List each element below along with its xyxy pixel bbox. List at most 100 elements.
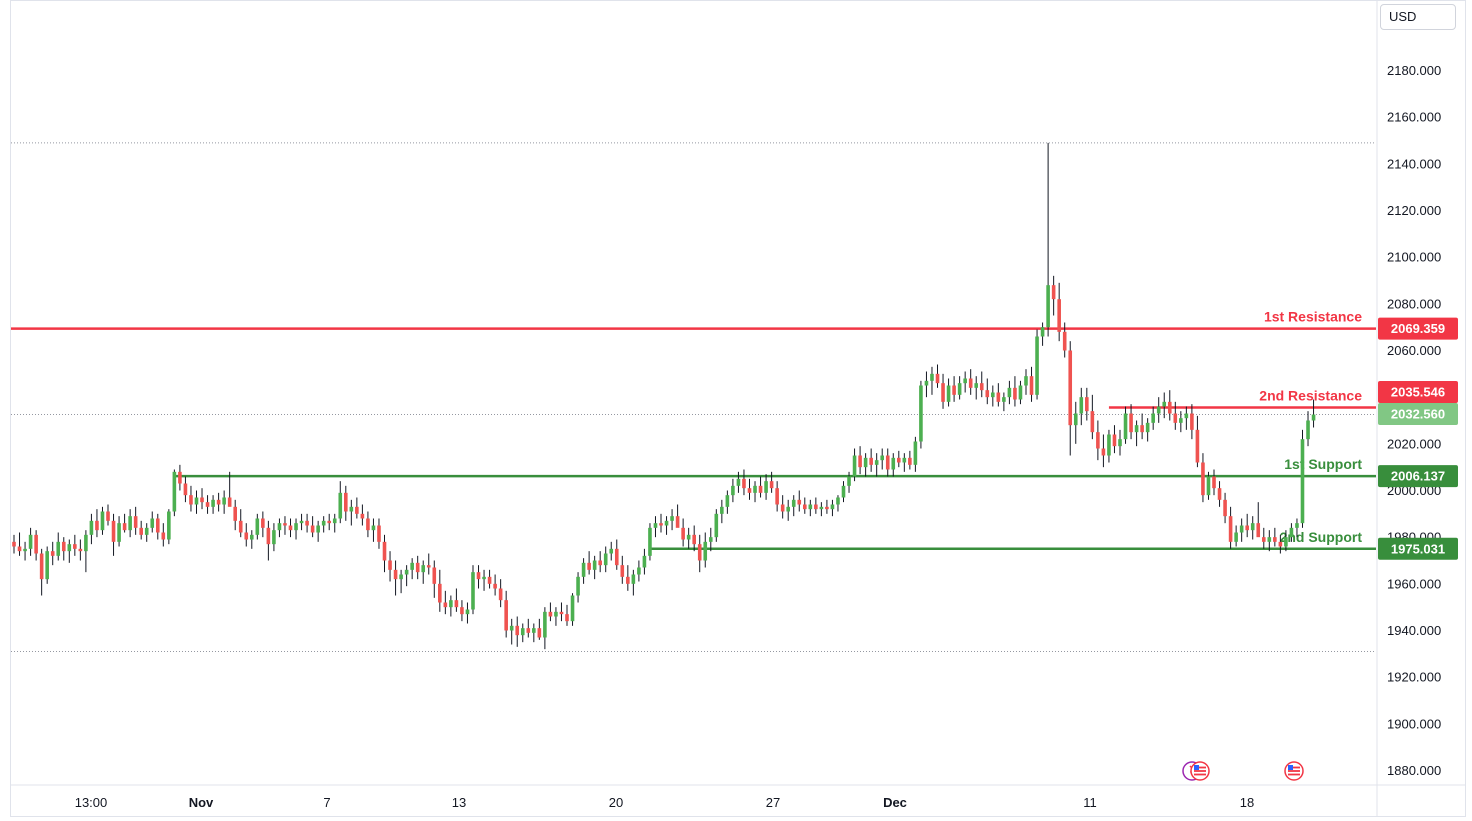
- candle[interactable]: [935, 364, 940, 388]
- candle[interactable]: [1013, 376, 1017, 407]
- candle[interactable]: [421, 560, 426, 584]
- candle[interactable]: [200, 488, 204, 510]
- candle[interactable]: [509, 618, 514, 645]
- candle[interactable]: [471, 565, 475, 615]
- candle[interactable]: [50, 541, 55, 566]
- candle[interactable]: [17, 532, 22, 556]
- candle[interactable]: [78, 539, 83, 561]
- candle[interactable]: [415, 555, 420, 580]
- candle[interactable]: [598, 551, 602, 573]
- candle[interactable]: [460, 600, 464, 622]
- candle[interactable]: [725, 490, 730, 514]
- candle[interactable]: [1162, 392, 1167, 419]
- candle[interactable]: [609, 541, 614, 561]
- candle[interactable]: [12, 534, 16, 554]
- candle[interactable]: [266, 520, 271, 561]
- candle[interactable]: [764, 474, 768, 500]
- candle[interactable]: [979, 371, 984, 398]
- candle[interactable]: [167, 509, 171, 545]
- candle[interactable]: [952, 376, 956, 402]
- candle[interactable]: [504, 590, 508, 638]
- candle[interactable]: [1173, 401, 1178, 430]
- candle[interactable]: [211, 495, 215, 514]
- candle[interactable]: [802, 497, 807, 514]
- candle[interactable]: [73, 534, 77, 556]
- candle[interactable]: [106, 504, 110, 526]
- candle[interactable]: [261, 511, 265, 538]
- candle[interactable]: [1079, 387, 1084, 426]
- us-flag-event-icon[interactable]: [1284, 761, 1304, 781]
- candle[interactable]: [338, 481, 343, 524]
- candle[interactable]: [1234, 525, 1238, 547]
- candle[interactable]: [122, 513, 127, 533]
- candle[interactable]: [189, 485, 193, 512]
- candle[interactable]: [1223, 492, 1227, 524]
- candle[interactable]: [1195, 415, 1200, 468]
- candle[interactable]: [371, 518, 376, 542]
- candle[interactable]: [543, 607, 547, 650]
- candle[interactable]: [1273, 527, 1277, 547]
- candle[interactable]: [34, 530, 38, 561]
- candle[interactable]: [67, 539, 72, 563]
- candle[interactable]: [399, 569, 403, 594]
- candle[interactable]: [897, 450, 901, 468]
- candle[interactable]: [1134, 420, 1139, 447]
- candle[interactable]: [194, 490, 199, 514]
- candle[interactable]: [565, 604, 569, 626]
- candle[interactable]: [520, 623, 525, 643]
- candle[interactable]: [891, 453, 896, 477]
- candle[interactable]: [731, 478, 735, 503]
- candle[interactable]: [963, 371, 967, 393]
- candle[interactable]: [559, 602, 564, 622]
- candle[interactable]: [465, 602, 470, 624]
- candle[interactable]: [288, 518, 293, 538]
- candle[interactable]: [227, 471, 232, 507]
- candle[interactable]: [39, 548, 44, 596]
- candle[interactable]: [991, 385, 995, 407]
- candle[interactable]: [1107, 429, 1111, 463]
- candle[interactable]: [117, 516, 121, 547]
- candle[interactable]: [128, 509, 132, 538]
- candle[interactable]: [299, 513, 304, 531]
- candle[interactable]: [692, 525, 696, 552]
- candle[interactable]: [1239, 518, 1244, 542]
- candle[interactable]: [183, 476, 188, 503]
- candle[interactable]: [1156, 397, 1161, 423]
- candle[interactable]: [443, 590, 448, 615]
- candle[interactable]: [410, 558, 414, 580]
- candle[interactable]: [1118, 429, 1122, 456]
- candle[interactable]: [1206, 471, 1211, 500]
- candle[interactable]: [1090, 394, 1095, 440]
- candle[interactable]: [360, 504, 365, 526]
- candle[interactable]: [1007, 380, 1012, 405]
- candle[interactable]: [144, 523, 149, 542]
- candle[interactable]: [863, 453, 868, 477]
- candle[interactable]: [1085, 387, 1089, 421]
- candle[interactable]: [648, 523, 652, 561]
- candle[interactable]: [1217, 481, 1222, 507]
- us-flag-event-icon[interactable]: [1190, 761, 1210, 781]
- candle[interactable]: [686, 527, 691, 549]
- candle[interactable]: [178, 464, 182, 491]
- candle[interactable]: [902, 453, 907, 472]
- candle[interactable]: [808, 499, 813, 517]
- candle[interactable]: [344, 485, 348, 521]
- candle[interactable]: [205, 495, 210, 514]
- candle[interactable]: [310, 516, 315, 538]
- candle[interactable]: [150, 511, 155, 533]
- candle[interactable]: [1184, 406, 1189, 430]
- candle[interactable]: [974, 376, 979, 400]
- candle[interactable]: [305, 513, 309, 533]
- candle[interactable]: [476, 565, 481, 589]
- candle[interactable]: [548, 602, 553, 622]
- candle[interactable]: [570, 593, 575, 626]
- candle[interactable]: [366, 511, 370, 538]
- candle[interactable]: [56, 532, 61, 561]
- candle[interactable]: [1057, 282, 1061, 342]
- candle[interactable]: [841, 481, 846, 503]
- candle[interactable]: [1062, 322, 1067, 358]
- candle[interactable]: [968, 369, 973, 395]
- candle[interactable]: [747, 478, 752, 500]
- candle[interactable]: [1289, 523, 1294, 542]
- candle[interactable]: [637, 560, 641, 582]
